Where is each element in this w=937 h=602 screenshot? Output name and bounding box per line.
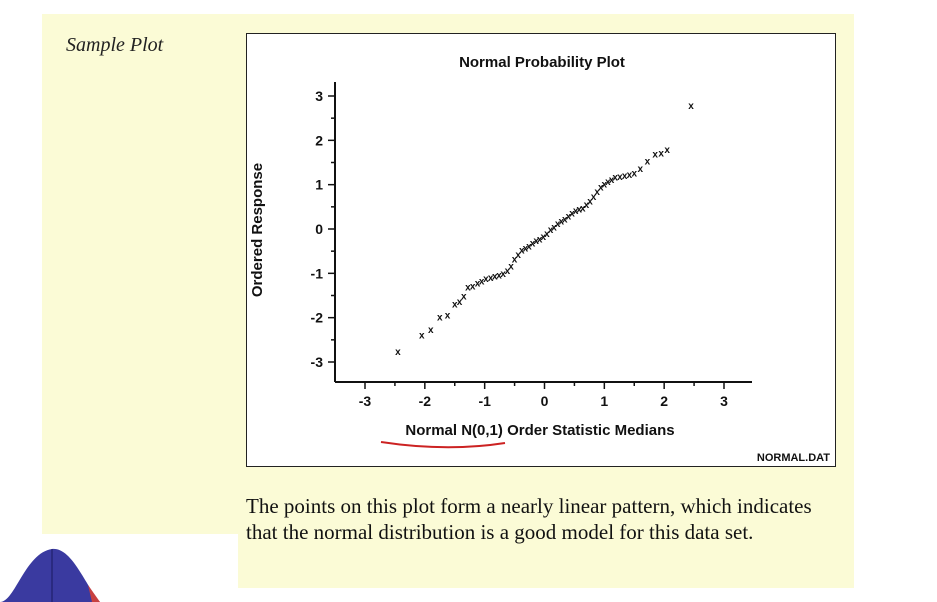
data-point: x [580,203,586,214]
data-point: x [555,219,561,230]
data-point: x [515,250,521,261]
data-point: x [475,279,481,290]
data-point: x [587,197,593,208]
data-point: x [445,311,451,322]
data-point: x [492,272,498,283]
data-point: x [658,149,664,160]
data-point: x [558,217,564,228]
data-point: x [470,282,476,293]
data-point: x [594,187,600,198]
data-point: x [465,283,471,294]
tick-labels: -3 -2 -1 0 1 2 3 -3 -2 -1 0 1 2 3 [311,88,729,409]
data-point: x [488,273,494,284]
data-point: x [537,234,543,245]
data-point: x [652,150,658,161]
data-point: x [526,241,532,252]
y-axis-label: Ordered Response [249,163,266,297]
data-point: x [637,164,643,175]
y-tick-label: -3 [311,354,324,370]
y-tick-label: -2 [311,310,324,326]
x-axis-label-underline [380,441,506,449]
data-point: x [591,192,597,203]
x-tick-label: -3 [359,393,372,409]
source-label: NORMAL.DAT [757,452,830,464]
data-point: x [533,236,539,247]
bell-curve-icon [0,548,100,602]
x-tick-label: -1 [478,393,491,409]
x-tick-label: 0 [541,393,549,409]
y-tick-label: -1 [311,265,324,281]
data-point: x [645,156,651,167]
section-label: Sample Plot [66,34,164,56]
data-point: x [688,101,694,112]
data-point: x [505,266,511,277]
data-point: x [551,222,557,233]
data-point: x [562,214,568,225]
data-point: x [541,232,547,243]
caption-text: The points on this plot form a nearly li… [246,494,812,544]
data-point: x [500,269,506,280]
data-point: x [627,170,633,181]
x-tick-label: 3 [720,393,728,409]
data-point: x [395,347,401,358]
data-point: x [523,244,529,255]
data-point: x [428,325,434,336]
data-point: x [609,175,615,186]
data-point: x [664,145,670,156]
y-tick-label: 3 [315,88,323,104]
data-point: x [602,179,608,190]
data-point: x [605,177,611,188]
left-panel [42,14,247,534]
plot-frame: Normal Probability Plot Ordered Response… [246,33,836,467]
data-point: x [544,229,550,240]
axes [328,82,752,389]
data-point: x [631,168,637,179]
x-tick-label: 2 [660,393,668,409]
data-point: x [598,182,604,193]
data-point: x [508,261,514,272]
data-point: x [452,299,458,310]
data-point: x [566,211,572,222]
data-point: x [622,171,628,182]
y-tick-label: 2 [315,132,323,148]
data-point: x [461,292,467,303]
data-point: x [437,312,443,323]
x-axis-label: Normal N(0,1) Order Statistic Medians [405,422,674,439]
data-point: x [496,271,502,282]
x-tick-label: 1 [600,393,608,409]
data-point: x [419,331,425,342]
data-point: x [573,206,579,217]
data-point: x [548,225,554,236]
chart-title: Normal Probability Plot [459,54,625,71]
data-point: x [530,239,536,250]
data-point: x [617,172,623,183]
data-point: x [576,205,582,216]
data-point: x [457,297,463,308]
y-tick-label: 1 [315,177,323,193]
data-point: x [569,209,575,220]
y-tick-label: 0 [315,221,323,237]
bell-curve-shape [0,548,100,602]
data-point: x [612,173,618,184]
normal-probability-chart: Normal Probability Plot Ordered Response… [249,54,830,464]
bell-accent [88,585,100,602]
data-point: x [519,245,525,256]
data-point: x [483,274,489,285]
data-point: x [479,276,485,287]
data-point: x [512,254,518,265]
x-tick-label: -2 [419,393,432,409]
data-point: x [584,200,590,211]
